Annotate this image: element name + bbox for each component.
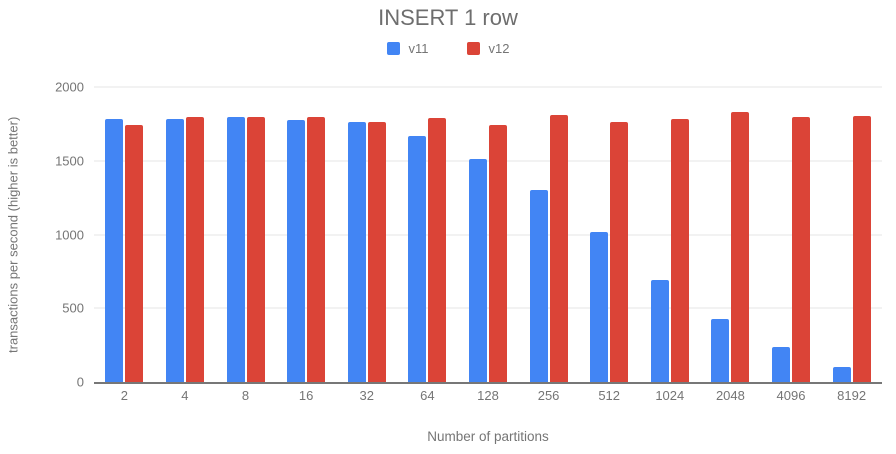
legend-swatch-v12 — [466, 42, 480, 55]
bar-v12-512[interactable] — [610, 122, 629, 382]
bar-v11-32[interactable] — [347, 122, 366, 382]
bar-v12-256[interactable] — [549, 115, 568, 382]
bars-row — [94, 87, 882, 382]
bar-group-256 — [518, 87, 579, 382]
bar-v12-2[interactable] — [125, 124, 144, 382]
bar-v12-1024[interactable] — [670, 118, 689, 382]
bar-group-512 — [579, 87, 640, 382]
bar-v11-2048[interactable] — [711, 318, 730, 382]
bar-v11-2[interactable] — [105, 118, 124, 382]
x-tick-label-32: 32 — [359, 388, 374, 403]
x-tick-label-128: 128 — [477, 388, 499, 403]
bar-v11-128[interactable] — [468, 158, 487, 382]
bar-group-2048 — [700, 87, 761, 382]
bar-v12-16[interactable] — [307, 117, 326, 382]
y-tick-label-0: 0 — [76, 374, 84, 390]
y-tick-label-500: 500 — [62, 300, 84, 316]
plot-area: 2 4 8 16 32 64 128 256 512 1024 2048 4096 8192 0 500 1… — [55, 80, 882, 403]
bar-group-4096 — [761, 87, 822, 382]
bar-group-8192 — [821, 87, 882, 382]
legend-label-v11: v11 — [408, 41, 429, 56]
chart-title: INSERT 1 row — [378, 5, 518, 30]
bar-v12-4[interactable] — [185, 117, 204, 382]
bar-group-16 — [276, 87, 337, 382]
y-axis-title: transactions per second (higher is bette… — [5, 116, 21, 353]
bar-group-128 — [458, 87, 519, 382]
x-tick-label-1024: 1024 — [655, 388, 685, 403]
bar-group-32 — [336, 87, 397, 382]
bar-v11-512[interactable] — [590, 231, 609, 382]
bar-v11-256[interactable] — [529, 189, 548, 382]
x-tick-label-256: 256 — [537, 388, 560, 403]
gridline-1000 — [94, 234, 882, 235]
y-tick-label-2000: 2000 — [55, 79, 84, 95]
y-tick-label-1500: 1500 — [55, 153, 84, 169]
x-tick-label-2048: 2048 — [715, 388, 745, 403]
legend-item-v12[interactable]: v12 — [466, 41, 510, 56]
bar-group-1024 — [639, 87, 700, 382]
gridline-2000 — [94, 86, 882, 88]
x-tick-label-4: 4 — [181, 388, 189, 403]
bar-v12-8[interactable] — [246, 117, 265, 382]
gridline-500 — [94, 307, 882, 309]
bar-group-4 — [155, 87, 216, 382]
bar-v12-4096[interactable] — [792, 117, 810, 382]
legend-item-v11[interactable]: v11 — [386, 41, 429, 56]
bar-v12-64[interactable] — [428, 117, 447, 382]
bar-v11-4096[interactable] — [772, 347, 790, 382]
legend-label-v12: v12 — [488, 41, 510, 56]
x-tick-label-2: 2 — [120, 388, 128, 403]
x-tick-label-16: 16 — [298, 388, 314, 403]
x-tick-label-8: 8 — [241, 388, 250, 403]
x-tick-label-4096: 4096 — [776, 388, 806, 403]
bar-v11-1024[interactable] — [650, 279, 669, 382]
x-tick-label-8192: 8192 — [837, 388, 867, 403]
bar-v11-4[interactable] — [165, 118, 184, 382]
chart-legend: v11 v12 — [0, 41, 896, 56]
bar-v12-8192[interactable] — [852, 115, 871, 382]
gridline-1500 — [94, 160, 882, 162]
x-axis-title: Number of partitions — [427, 429, 549, 444]
bar-v12-128[interactable] — [488, 125, 507, 382]
bar-group-2 — [94, 87, 155, 382]
bar-group-8 — [215, 87, 276, 382]
y-tick-label-1000: 1000 — [55, 227, 84, 242]
bar-v12-32[interactable] — [367, 122, 386, 382]
x-axis-tick-labels: 2 4 8 16 32 64 128 256 512 1024 2048 4096 8192 — [94, 388, 882, 403]
x-tick-label-512: 512 — [598, 388, 621, 403]
bar-v11-64[interactable] — [408, 135, 427, 382]
bar-group-64 — [397, 87, 458, 382]
x-tick-label-64: 64 — [420, 388, 435, 403]
bar-v11-16[interactable] — [287, 120, 306, 382]
legend-swatch-v11 — [386, 42, 400, 55]
bar-v11-8[interactable] — [226, 117, 245, 382]
bar-v11-8192[interactable] — [832, 366, 851, 382]
bar-v12-2048[interactable] — [731, 112, 750, 382]
